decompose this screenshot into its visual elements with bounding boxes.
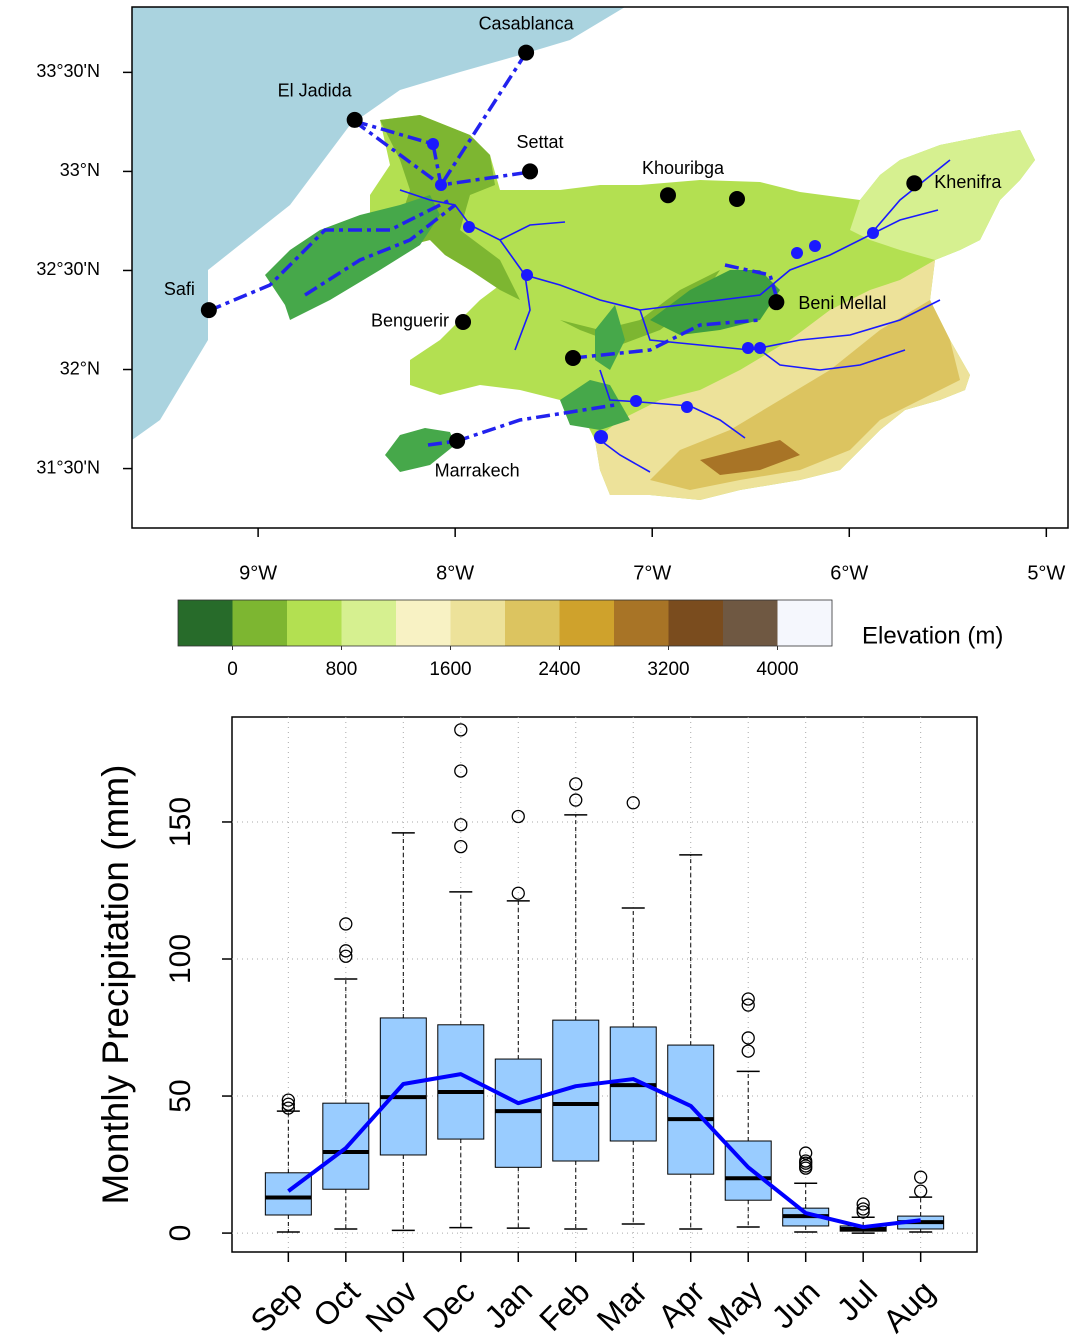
y-tick-label: 150	[164, 797, 197, 847]
city-label: Settat	[517, 132, 564, 152]
x-tick-label: Sep	[244, 1273, 310, 1336]
colorbar-tick-label: 4000	[756, 659, 798, 680]
colorbar-swatch	[614, 600, 669, 646]
x-tick-label: 6°W	[830, 562, 868, 584]
x-tick-label: 8°W	[436, 562, 474, 584]
city-marker	[768, 294, 784, 310]
outlier	[455, 819, 467, 831]
y-tick-label: 32°30'N	[36, 259, 100, 279]
x-tick-label: Aug	[876, 1273, 942, 1336]
city-label: Safi	[164, 279, 195, 299]
outlier	[340, 918, 352, 930]
y-tick-label: 32°N	[60, 358, 100, 378]
y-tick-label: 100	[164, 934, 197, 984]
colorbar-swatch	[178, 600, 233, 646]
colorbar-swatch	[669, 600, 724, 646]
colorbar-swatch	[451, 600, 506, 646]
colorbar-swatch	[778, 600, 833, 646]
city-marker	[347, 112, 363, 128]
city-label: Beni Mellal	[798, 293, 886, 313]
x-tick-label: Mar	[590, 1273, 655, 1336]
colorbar-tick-label: 2400	[538, 659, 580, 680]
city-marker	[660, 187, 676, 203]
outlier	[455, 724, 467, 736]
colorbar-swatch	[723, 600, 778, 646]
outlier	[742, 1045, 754, 1057]
x-tick-label: Apr	[651, 1273, 712, 1334]
x-tick-label: Jun	[765, 1273, 827, 1335]
city-marker	[906, 175, 922, 191]
city-marker	[522, 163, 538, 179]
x-tick-label: Feb	[532, 1273, 596, 1336]
y-tick-label: 33°30'N	[36, 61, 100, 81]
city-marker	[201, 302, 217, 318]
city-label: Khouribga	[642, 158, 725, 178]
city-label: Casablanca	[479, 13, 575, 33]
colorbar-swatch	[505, 600, 560, 646]
map-background	[132, 7, 1035, 500]
x-tick-label: May	[701, 1273, 769, 1336]
x-tick-label: 5°W	[1027, 562, 1065, 584]
x-tick-label: Jul	[830, 1273, 884, 1327]
y-axis-label: Monthly Precipitation (mm)	[95, 764, 136, 1204]
town	[729, 191, 745, 207]
y-tick-label: 31°30'N	[36, 457, 100, 477]
x-tick-label: Jan	[477, 1273, 539, 1335]
figure: 9°W 8°W 7°W 6°W 5°W 31°30'N 32°N 32°30'N 33°N 33°…	[0, 0, 1075, 1336]
city-marker	[455, 314, 471, 330]
colorbar-swatch	[233, 600, 288, 646]
city-label: Khenifra	[934, 172, 1002, 192]
town	[565, 350, 581, 366]
plateau	[850, 130, 1035, 260]
city-marker	[449, 433, 465, 449]
x-tick-label: 9°W	[239, 562, 277, 584]
city-label: Benguerir	[371, 311, 449, 331]
outlier	[570, 778, 582, 790]
y-tick-label: 33°N	[60, 160, 100, 180]
outlier	[455, 765, 467, 777]
irrigated-area	[265, 195, 440, 320]
x-tick-label: Dec	[416, 1273, 482, 1336]
colorbar-swatch	[287, 600, 342, 646]
box	[668, 1045, 714, 1174]
colorbar-swatch	[342, 600, 397, 646]
colorbar-swatch	[560, 600, 615, 646]
box	[495, 1059, 541, 1167]
y-tick-label: 0	[164, 1225, 197, 1242]
x-tick-label: Oct	[306, 1273, 367, 1334]
colorbar-title: Elevation (m)	[862, 622, 1003, 649]
x-tick-label: Nov	[359, 1273, 425, 1336]
colorbar-tick-label: 800	[326, 659, 358, 680]
city-label: El Jadida	[278, 81, 353, 101]
colorbar-swatch	[396, 600, 451, 646]
y-tick-label: 50	[164, 1079, 197, 1112]
colorbar-tick-label: 3200	[647, 659, 689, 680]
x-tick-label: 7°W	[633, 562, 671, 584]
outlier	[915, 1185, 927, 1197]
city-label: Marrakech	[435, 461, 520, 481]
city-marker	[518, 45, 534, 61]
colorbar-tick-label: 1600	[429, 659, 471, 680]
colorbar-tick-label: 0	[227, 659, 238, 680]
outlier	[570, 794, 582, 806]
